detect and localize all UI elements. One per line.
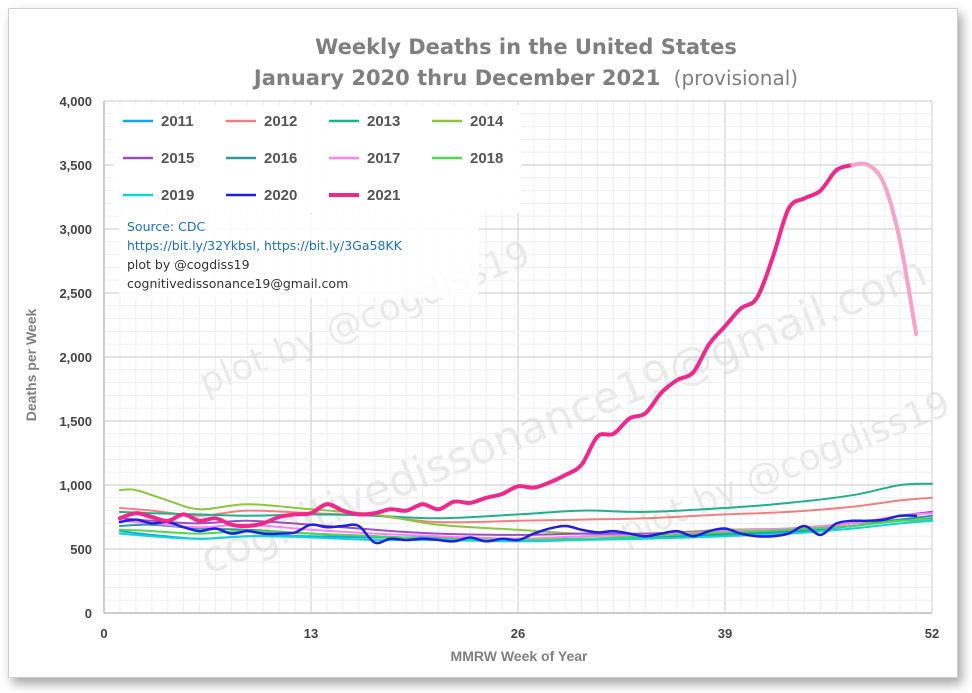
legend-label-2020: 2020 bbox=[264, 187, 297, 204]
notes-background bbox=[119, 214, 479, 298]
legend-label-2013: 2013 bbox=[367, 113, 400, 130]
series-group bbox=[117, 161, 933, 545]
source-note-line: Source: CDC bbox=[127, 219, 205, 234]
series-line-2021-projection bbox=[850, 161, 919, 336]
legend-label-2012: 2012 bbox=[264, 113, 297, 130]
legend-label-2021: 2021 bbox=[367, 187, 400, 204]
axes-group: 0 500 1,000 1,500 2,000 2,500 3,000 3,500 4,000 0… bbox=[59, 94, 939, 641]
x-tick-label: 0 bbox=[100, 626, 107, 641]
source-note-line: https://bit.ly/32YkbsI, https://bit.ly/3… bbox=[127, 238, 403, 253]
chart-title: Weekly Deaths in the United States bbox=[315, 35, 737, 59]
legend-label-2016: 2016 bbox=[264, 150, 297, 167]
y-tick-label: 3,000 bbox=[59, 222, 92, 237]
legend-label-2015: 2015 bbox=[161, 150, 194, 167]
y-tick-label: 1,500 bbox=[59, 414, 92, 429]
chart-frame: plot by @cogdiss19 cognitivedissonance19@… bbox=[8, 8, 958, 678]
y-tick-label: 4,000 bbox=[59, 94, 92, 109]
y-tick-label: 1,000 bbox=[59, 478, 92, 493]
source-note-line: plot by @cogdiss19 bbox=[127, 257, 250, 272]
y-tick-label: 0 bbox=[85, 606, 92, 621]
series-line-2021 bbox=[117, 163, 855, 529]
legend-label-2011: 2011 bbox=[161, 113, 194, 130]
legend-label-2017: 2017 bbox=[367, 150, 400, 167]
series-line-2013 bbox=[118, 482, 933, 520]
chart-subtitle: January 2020 thru December 2021 (provisi… bbox=[252, 66, 798, 90]
x-tick-label: 13 bbox=[304, 626, 318, 641]
y-tick-label: 2,500 bbox=[59, 286, 92, 301]
chart-subtitle-note: (provisional) bbox=[674, 66, 798, 90]
y-tick-label: 500 bbox=[70, 542, 92, 557]
legend-label-2014: 2014 bbox=[470, 113, 504, 130]
x-tick-label: 39 bbox=[718, 626, 732, 641]
legend-label-2019: 2019 bbox=[161, 187, 194, 204]
x-tick-label: 52 bbox=[925, 626, 939, 641]
legend-label-2018: 2018 bbox=[470, 150, 503, 167]
legend: 2011 2012 2013 2014 2015 2016 2017 2018 2019 2020… bbox=[113, 105, 521, 213]
y-axis-label: Deaths per Week bbox=[23, 309, 39, 422]
source-note-line: cognitivedissonance19@gmail.com bbox=[127, 276, 348, 291]
y-tick-label: 2,000 bbox=[59, 350, 92, 365]
chart-subtitle-bold: January 2020 thru December 2021 bbox=[252, 66, 660, 90]
source-notes: Source: CDC https://bit.ly/32YkbsI, https… bbox=[119, 214, 479, 298]
series-line-2019 bbox=[118, 519, 933, 543]
x-axis-label: MMRW Week of Year bbox=[451, 648, 588, 664]
series-line-2020 bbox=[118, 514, 918, 545]
x-tick-label: 26 bbox=[511, 626, 525, 641]
y-tick-label: 3,500 bbox=[59, 158, 92, 173]
chart-svg: plot by @cogdiss19 cognitivedissonance19@… bbox=[23, 35, 956, 664]
